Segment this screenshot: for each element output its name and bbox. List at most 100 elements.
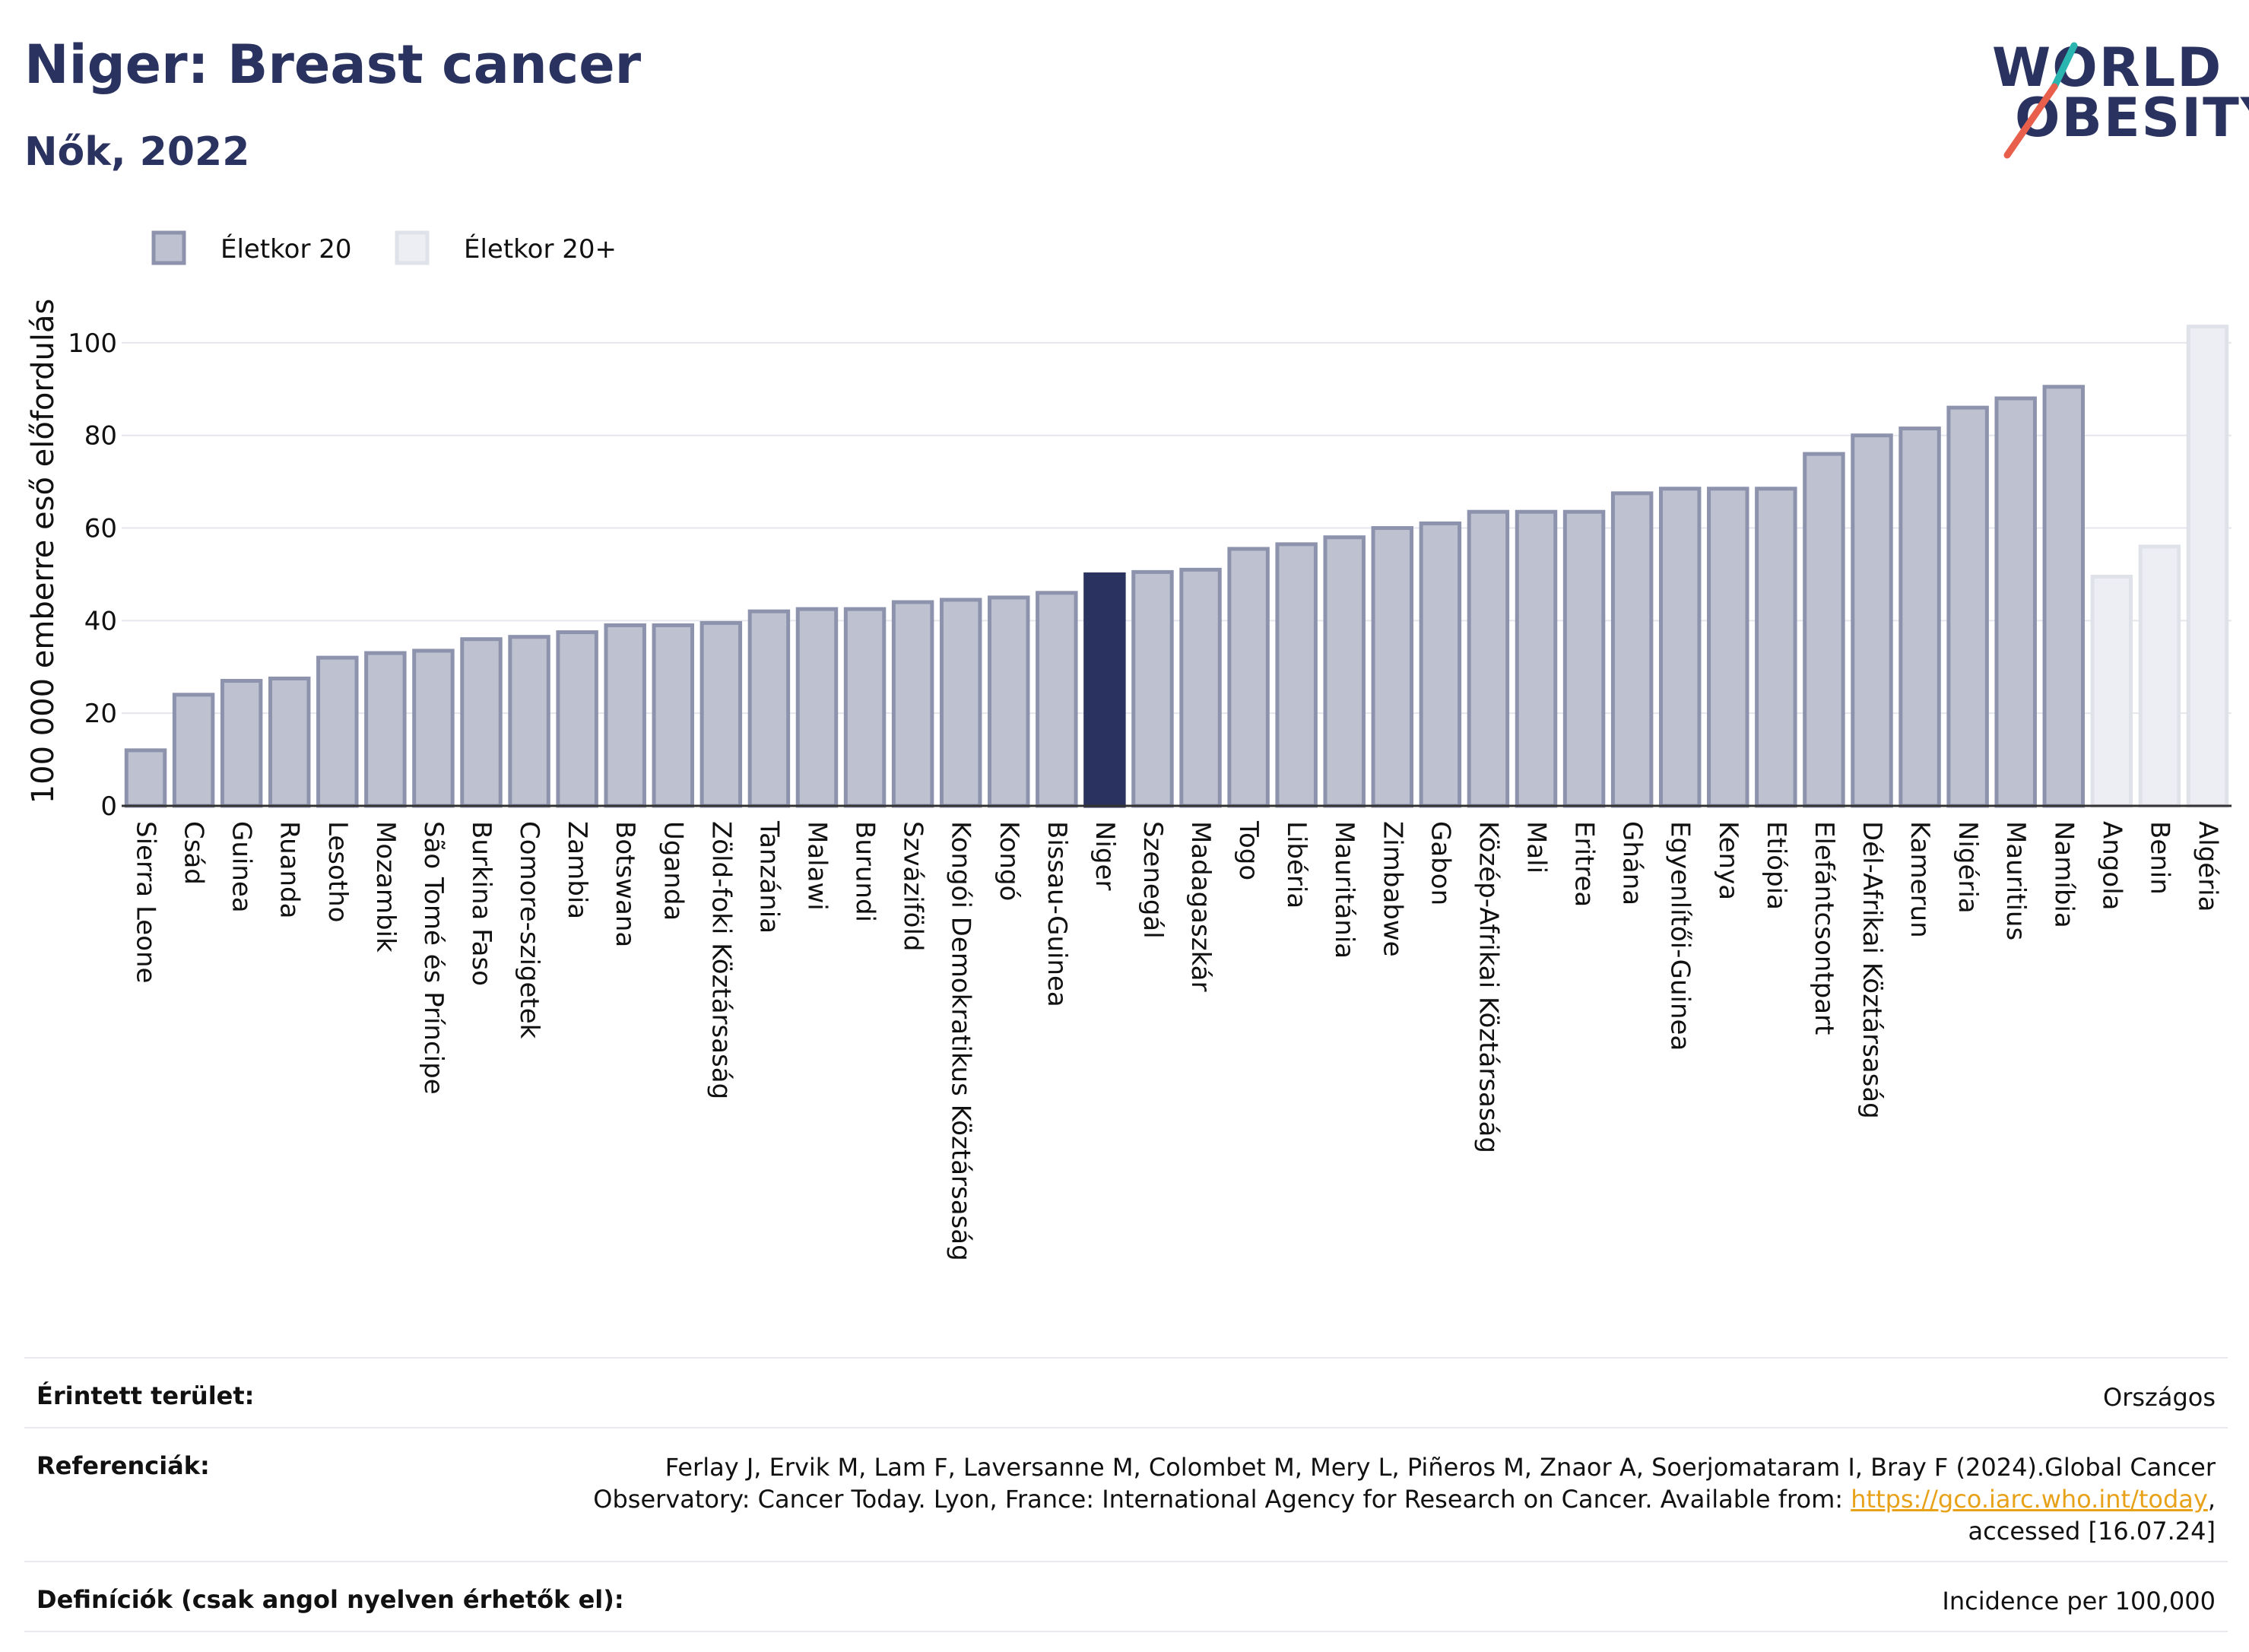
bar — [124, 748, 167, 808]
x-tick-label: Libéria — [1281, 821, 1312, 908]
x-tick-label: Mozambik — [370, 821, 401, 953]
x-tick-label: Gabon — [1425, 821, 1455, 905]
x-tick-label: Lesotho — [322, 821, 353, 922]
bar — [268, 677, 311, 808]
y-tick-label: 100 — [68, 328, 117, 359]
bar — [652, 623, 695, 808]
x-tick-label: Kongó — [994, 821, 1024, 901]
bar — [1131, 569, 1174, 808]
x-tick-label: Nigéria — [1952, 821, 1983, 914]
reference-link[interactable]: https://gco.iarc.who.int/today — [1851, 1485, 2208, 1514]
bar — [1562, 509, 1606, 808]
x-tick-label: Comore-szigetek — [514, 821, 544, 1039]
footer-row-references: Referenciák: Ferlay J, Ervik M, Lam F, L… — [24, 1427, 2228, 1561]
bar — [1467, 509, 1510, 808]
footer-references-label: Referenciák: — [36, 1451, 210, 1480]
legend-label-1: Életkor 20+ — [464, 233, 617, 265]
y-axis-label: 100 000 emberre eső előfordulás — [26, 299, 61, 804]
bar — [795, 607, 839, 808]
x-tick-label: Algéria — [2192, 821, 2222, 912]
x-tick-label: Uganda — [658, 821, 688, 921]
bar — [1707, 487, 1749, 808]
x-tick-label: Namíbia — [2048, 821, 2079, 928]
x-tick-label: Malawi — [801, 821, 832, 911]
bar — [939, 598, 982, 808]
x-tick-label: Etiópia — [1761, 821, 1791, 910]
legend-swatch-0 — [151, 230, 186, 265]
x-tick-label: Közép-Afrikai Köztársaság — [1473, 821, 1503, 1153]
bar — [2138, 544, 2181, 808]
x-tick-label: Togo — [1233, 820, 1264, 880]
bar — [172, 693, 215, 808]
bar — [2186, 325, 2229, 808]
reference-link-suffix: , — [2207, 1485, 2216, 1514]
x-tick-label: Ruanda — [274, 821, 305, 918]
bar — [747, 609, 791, 808]
bar — [1994, 396, 2037, 808]
bar — [1323, 535, 1366, 808]
x-tick-label: Egyenlítői-Guinea — [1665, 821, 1695, 1051]
x-tick-label: Sierra Leone — [131, 821, 161, 983]
bar — [1227, 547, 1270, 808]
legend-swatch-1 — [395, 230, 430, 265]
footer-area-value: Országos — [2103, 1383, 2216, 1412]
x-tick-label: Niger — [1090, 821, 1120, 890]
footer-row-definitions: Definíciók (csak angol nyelven érhetők e… — [24, 1561, 2228, 1632]
x-tick-label: Zambia — [562, 821, 592, 919]
x-tick-label: Csád — [179, 821, 209, 885]
reference-line-1: Ferlay J, Ervik M, Lam F, Laversanne M, … — [665, 1453, 2216, 1482]
x-tick-label: Kenya — [1713, 821, 1743, 900]
footer-area-label: Érintett terület: — [36, 1381, 255, 1410]
x-tick-label: Ghána — [1617, 821, 1648, 905]
x-tick-label: Burkina Faso — [466, 821, 496, 986]
bar — [988, 595, 1030, 808]
logo-line-2: OBESITY — [2015, 87, 2249, 149]
footer-references-value: Ferlay J, Ervik M, Lam F, Laversanne M, … — [593, 1451, 2216, 1547]
logo-slash-icon — [2003, 42, 2078, 159]
bar — [1515, 509, 1558, 808]
x-tick-label: Botswana — [610, 821, 640, 947]
logo-line-1: WORLD — [1992, 36, 2223, 99]
chart-footer: Érintett terület: Országos Referenciák: … — [24, 1357, 2228, 1632]
bar — [1610, 491, 1654, 808]
bar — [2090, 575, 2133, 808]
bar — [460, 637, 503, 808]
bar — [1755, 487, 1797, 808]
x-tick-label: Tanzánia — [753, 820, 784, 934]
footer-row-area: Érintett terület: Országos — [24, 1357, 2228, 1427]
x-tick-label: Elefántcsontpart — [1809, 821, 1839, 1035]
y-tick-label: 40 — [84, 606, 117, 636]
bar — [699, 620, 743, 808]
x-tick-label: Burundi — [850, 821, 880, 922]
x-tick-label: Mauritius — [2000, 821, 2031, 940]
x-tick-label: Szváziföld — [898, 821, 928, 951]
bar — [364, 651, 407, 808]
world-obesity-logo: WORLD OBESITY — [1984, 36, 2249, 166]
y-tick-label: 20 — [84, 699, 117, 729]
reference-line-2: Observatory: Cancer Today. Lyon, France:… — [593, 1483, 2216, 1515]
y-tick-label: 60 — [84, 514, 117, 544]
legend-label-0: Életkor 20 — [220, 233, 352, 265]
x-tick-label: Kamerun — [1905, 821, 1935, 938]
x-tick-label: Angola — [2096, 821, 2127, 910]
bar — [2042, 385, 2085, 808]
x-tick-label: Zimbabwe — [1377, 821, 1407, 957]
bar — [1419, 521, 1462, 808]
x-tick-label: Mauritánia — [1329, 821, 1359, 959]
y-tick-label: 80 — [84, 421, 117, 452]
bar — [1946, 405, 1989, 808]
bar — [412, 648, 455, 808]
x-tick-label: Eritrea — [1569, 821, 1600, 907]
bar — [508, 635, 550, 808]
bar — [556, 630, 598, 808]
x-tick-label: Guinea — [227, 821, 257, 913]
y-tick-label: 0 — [100, 791, 117, 822]
x-tick-label: Mali — [1521, 821, 1552, 874]
page-subtitle: Nők, 2022 — [24, 129, 250, 175]
footer-definitions-label: Definíciók (csak angol nyelven érhetők e… — [36, 1585, 624, 1614]
x-tick-label: Kongói Demokratikus Köztársaság — [946, 821, 976, 1261]
x-tick-label: Szenegál — [1137, 821, 1168, 939]
bar — [1371, 526, 1414, 808]
page-title: Niger: Breast cancer — [24, 33, 642, 96]
bar — [1036, 591, 1078, 808]
